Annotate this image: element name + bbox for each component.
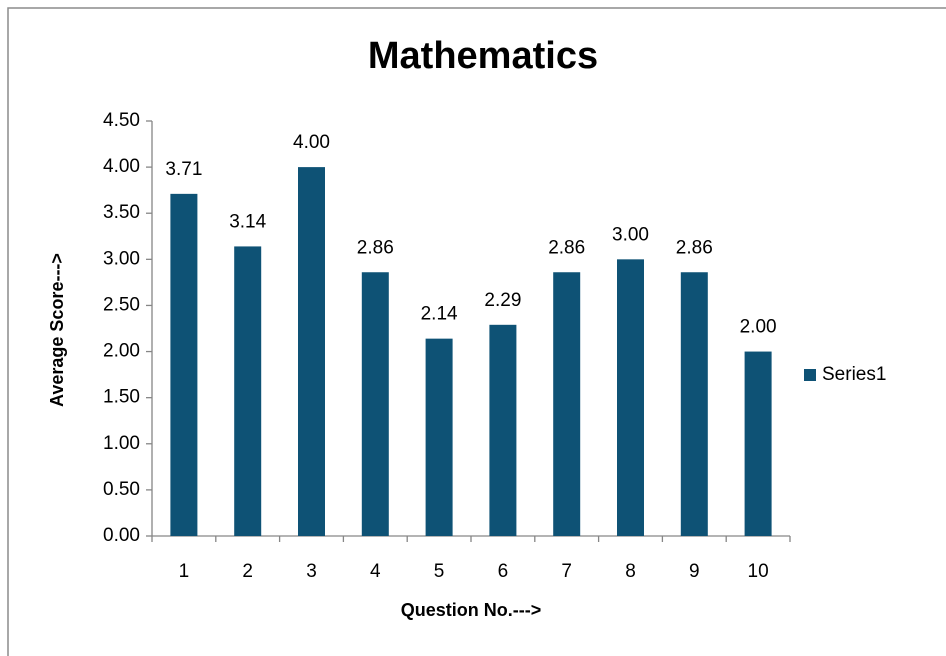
- legend-swatch: [804, 369, 816, 381]
- y-tick-label: 1.00: [103, 433, 140, 454]
- bar: [298, 167, 325, 536]
- y-tick-label: 4.00: [103, 156, 140, 177]
- bar: [680, 272, 708, 536]
- x-tick-label: 5: [434, 561, 445, 582]
- y-tick-label: 2.00: [103, 341, 140, 362]
- y-tick-label: 2.50: [103, 294, 140, 315]
- x-tick-label: 4: [370, 561, 381, 582]
- data-label: 3.71: [165, 159, 202, 180]
- y-tick-label: 1.50: [103, 387, 140, 408]
- data-label: 3.14: [229, 211, 266, 232]
- legend-label: Series1: [822, 364, 886, 385]
- data-label: 2.14: [421, 304, 458, 325]
- y-tick-label: 4.50: [103, 110, 140, 131]
- chart-title: Mathematics: [368, 35, 598, 77]
- bar: [744, 351, 772, 536]
- y-tick-label: 3.00: [103, 248, 140, 269]
- data-label: 3.00: [612, 224, 649, 245]
- bar: [617, 259, 644, 536]
- x-tick-label: 6: [498, 561, 509, 582]
- bar: [170, 193, 198, 536]
- bar: [425, 338, 453, 536]
- data-label: 2.00: [740, 317, 777, 338]
- x-tick-label: 3: [306, 561, 317, 582]
- data-label: 2.86: [548, 237, 585, 258]
- data-label: 2.86: [676, 237, 713, 258]
- x-tick-label: 7: [561, 561, 572, 582]
- chart-frame: [7, 7, 946, 656]
- x-tick-label: 9: [689, 561, 700, 582]
- data-label: 4.00: [293, 132, 330, 153]
- y-tick-label: 0.50: [103, 479, 140, 500]
- bar: [553, 272, 581, 536]
- x-tick-label: 2: [242, 561, 253, 582]
- bar: [489, 324, 517, 536]
- x-tick-label: 8: [625, 561, 636, 582]
- data-label: 2.29: [484, 290, 521, 311]
- x-axis-label: Question No.--->: [401, 600, 542, 620]
- x-tick-label: 1: [179, 561, 190, 582]
- y-tick-label: 0.00: [103, 525, 140, 546]
- y-tick-label: 3.50: [103, 202, 140, 223]
- x-tick-label: 10: [748, 561, 769, 582]
- y-axis-label: Average Score--->: [47, 253, 67, 407]
- bar: [361, 272, 389, 536]
- data-label: 2.86: [357, 237, 394, 258]
- bar: [234, 246, 262, 536]
